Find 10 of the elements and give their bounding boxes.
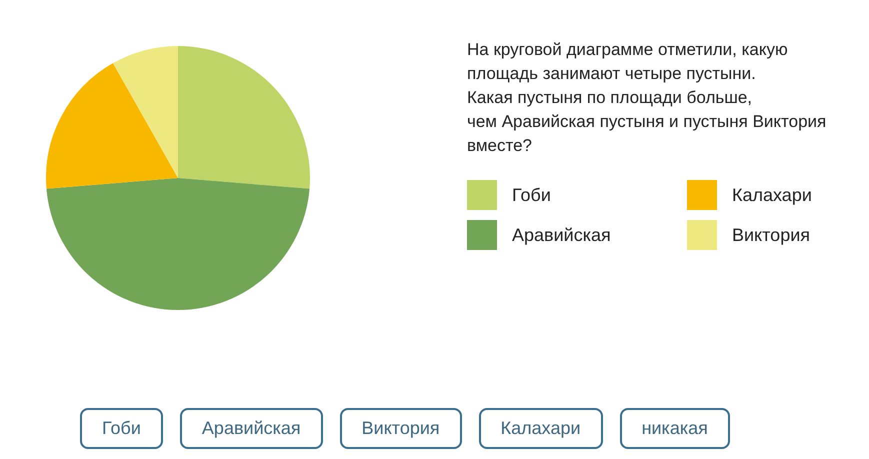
legend-label: Аравийская	[512, 224, 611, 246]
answer-button[interactable]: Виктория	[340, 408, 462, 449]
answer-button[interactable]: Гоби	[80, 408, 163, 449]
answer-button[interactable]: никакая	[620, 408, 730, 449]
legend-label: Виктория	[732, 224, 810, 246]
legend-label: Гоби	[512, 184, 551, 206]
legend-label: Калахари	[732, 184, 812, 206]
text: На круговой диаграмме отметили, какую площадь занимают четыре пустыни. Какая пустыня по площади больше, чем Аравийская пустыня и пустыня Виктория вместе?	[467, 39, 828, 157]
answer-button[interactable]: Калахари	[478, 408, 603, 449]
answer-button[interactable]: Аравийская	[180, 408, 323, 449]
